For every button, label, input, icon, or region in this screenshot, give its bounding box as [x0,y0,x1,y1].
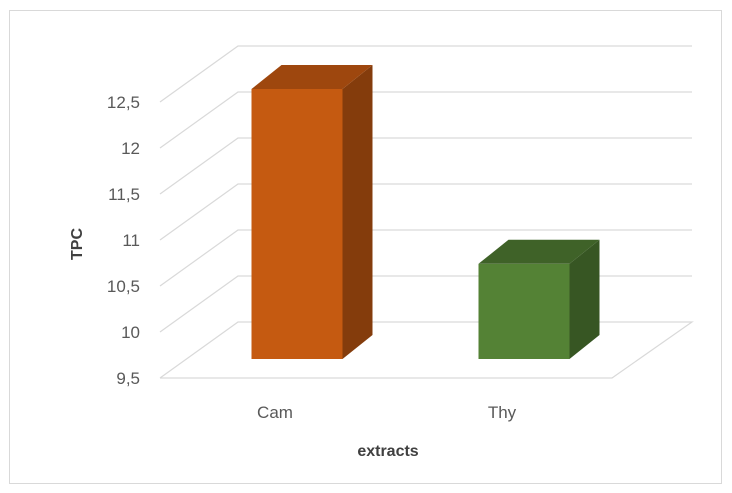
gridline [159,321,694,379]
bars [251,65,600,359]
gridlines [159,45,694,379]
bar-top-face [251,65,373,89]
bar-top-face [478,239,600,264]
bar-front-face [251,89,343,359]
gridline [159,91,692,149]
y-tick-labels: 9,5 10 10,5 11 11,5 12 12,5 [107,93,140,388]
gridline [159,275,692,333]
x-tick-label: Cam [257,403,293,422]
bar-front-face [478,263,570,359]
y-tick-label: 10,5 [107,277,140,296]
y-axis-title: TPC [69,228,86,260]
gridline [159,183,692,241]
x-tick-label: Thy [488,403,517,422]
x-axis-title: extracts [357,443,418,460]
y-tick-label: 10 [121,323,140,342]
x-tick-labels: Cam Thy [257,403,517,422]
y-tick-label: 11,5 [108,185,140,204]
gridline [159,137,692,195]
y-tick-label: 9,5 [116,369,140,388]
bar-cam [251,65,373,359]
gridline [159,45,692,103]
bar-side-face [342,65,373,359]
y-tick-label: 12,5 [107,93,140,112]
y-tick-label: 11 [122,231,140,250]
bar-side-face [569,239,600,359]
gridline [159,229,692,287]
bar-thy [478,239,600,359]
y-tick-label: 12 [121,139,140,158]
